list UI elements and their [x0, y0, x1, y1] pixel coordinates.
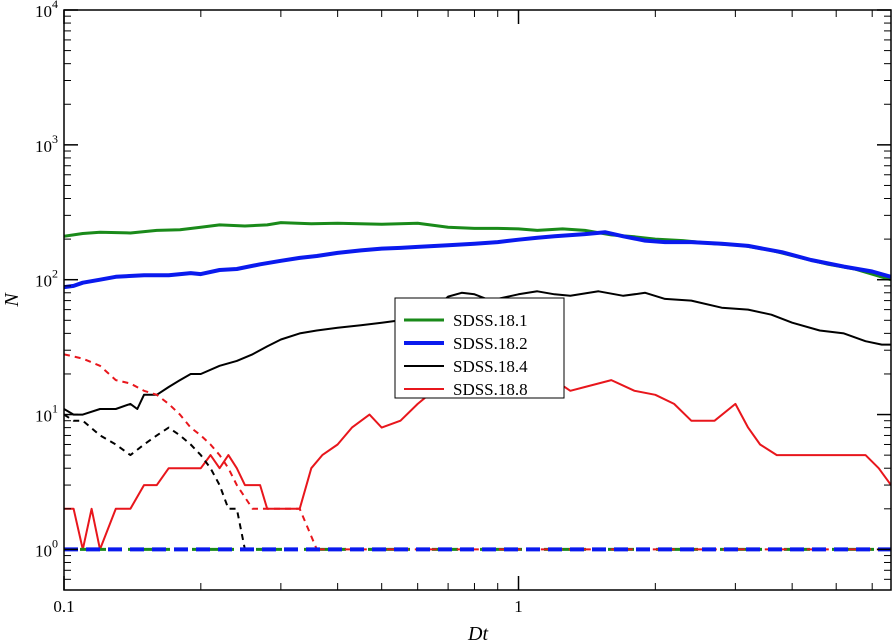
y-tick-label: 104 [35, 0, 58, 21]
y-axis-label: N [1, 292, 23, 308]
y-tick-label: 103 [35, 132, 58, 156]
legend-label: SDSS.18.8 [453, 380, 528, 399]
series-line-dashed-4 [64, 413, 246, 550]
series-line-sdss-18-8 [64, 367, 891, 551]
x-tick-label: 0.1 [53, 597, 74, 616]
legend: SDSS.18.1 SDSS.18.2 SDSS.18.4 SDSS.18.8 [394, 297, 565, 399]
legend-label: SDSS.18.1 [453, 311, 528, 330]
y-tick-label: 102 [35, 267, 58, 291]
plot-frame [63, 9, 892, 591]
y-tick-label: 101 [35, 402, 58, 426]
legend-label: SDSS.18.4 [453, 357, 528, 376]
series-line-sdss-18-2 [64, 230, 891, 290]
x-axis: 0.1 1 [53, 10, 873, 616]
legend-box [394, 297, 565, 399]
x-axis-label: Dt [467, 623, 488, 643]
plot-clip-group [64, 221, 891, 552]
series-line-dashed-5 [64, 353, 318, 550]
y-tick-label: 100 [35, 536, 58, 560]
x-tick-label: 1 [514, 597, 523, 616]
legend-label: SDSS.18.2 [453, 334, 528, 353]
y-axis: 100 101 102 103 104 [35, 0, 891, 580]
